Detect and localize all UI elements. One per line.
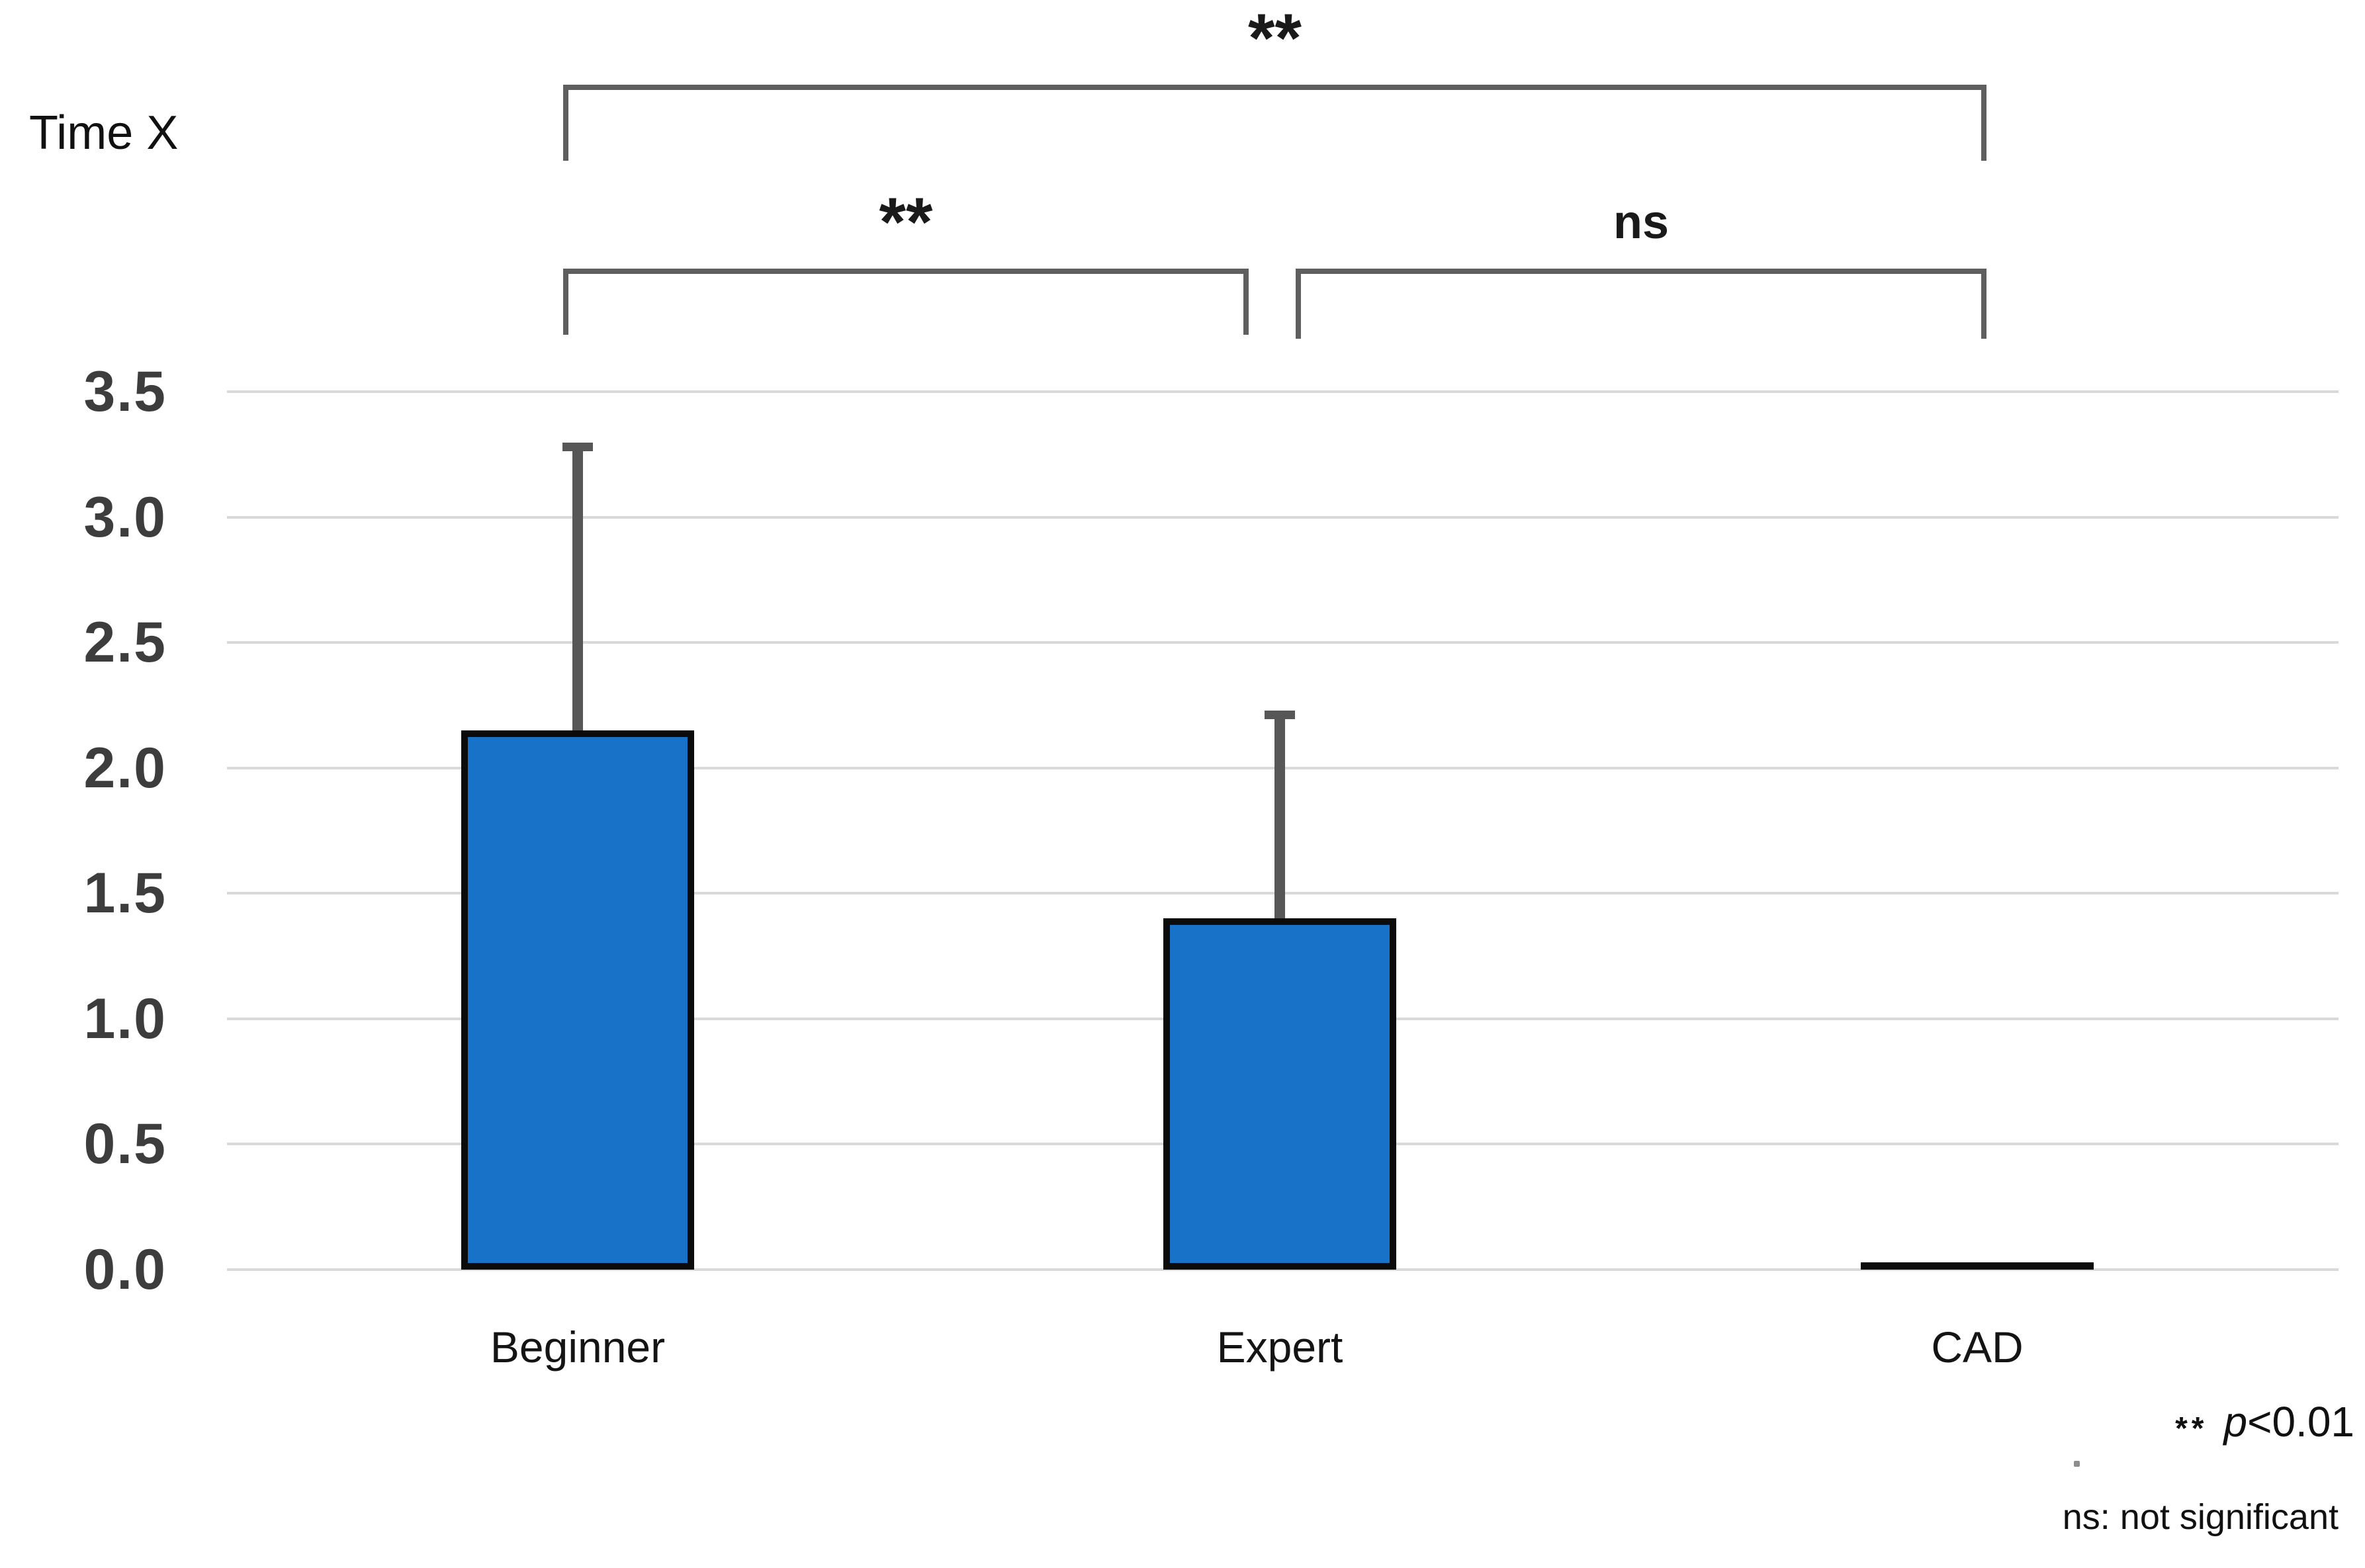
footnote-ns: ns: not significant [2062, 1497, 2339, 1537]
y-axis-tick-label: 2.0 [83, 736, 167, 800]
sig-bracket-tick [1981, 85, 1986, 161]
sig-bracket-tick [1243, 269, 1249, 335]
category-label-expert: Expert [1216, 1323, 1343, 1372]
error-bar-cap [562, 442, 593, 451]
y-axis-tick-label: 0.5 [83, 1112, 167, 1176]
sig-bracket-tick [1981, 269, 1986, 339]
footnote-pvalue-text: p<0.01 [2223, 1398, 2354, 1446]
gridline [227, 390, 2339, 394]
bar-expert [1163, 918, 1396, 1270]
bar-beginner [461, 730, 694, 1270]
error-bar [572, 447, 583, 730]
bar-cad [1861, 1262, 2094, 1270]
sig-bracket-line [563, 85, 1986, 90]
sig-label: ns [1613, 196, 1670, 249]
category-label-cad: CAD [1931, 1323, 2024, 1372]
gridline [227, 515, 2339, 519]
y-axis-title: Time X [29, 107, 179, 159]
footnote-pvalue: ** p<0.01 [2175, 1397, 2354, 1446]
error-bar [1274, 715, 1285, 919]
sig-label: ** [1248, 0, 1302, 77]
sig-bracket-tick [563, 85, 568, 161]
category-label-beginner: Beginner [490, 1323, 666, 1372]
error-bar-cap [1265, 711, 1295, 720]
y-axis-tick-label: 1.5 [83, 861, 167, 926]
sig-bracket-tick [563, 269, 568, 335]
y-axis-tick-label: 0.0 [83, 1238, 167, 1301]
gridline [227, 641, 2339, 644]
y-axis-tick-label: 3.0 [83, 485, 167, 549]
sig-label: ** [879, 183, 933, 261]
double-asterisk-marker: ** [2175, 1411, 2208, 1446]
gridline [227, 1268, 2339, 1271]
sig-bracket-line [563, 269, 1249, 274]
sig-bracket-tick [1296, 269, 1301, 339]
y-axis-tick-label: 2.5 [83, 611, 167, 675]
stray-period-mark [2074, 1461, 2080, 1467]
sig-bracket-line [1296, 269, 1986, 274]
y-axis-tick-label: 3.5 [83, 360, 167, 424]
y-axis-tick-label: 1.0 [83, 986, 167, 1051]
